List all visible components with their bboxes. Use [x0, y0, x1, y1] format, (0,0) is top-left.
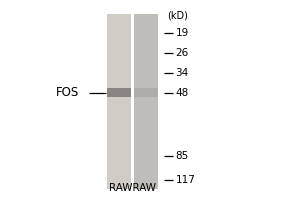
- Text: (kD): (kD): [167, 10, 188, 20]
- Text: 19: 19: [176, 28, 189, 38]
- Text: 34: 34: [176, 68, 189, 78]
- Bar: [134, 14, 158, 189]
- Text: 117: 117: [176, 175, 195, 185]
- Text: 85: 85: [176, 151, 189, 161]
- Bar: [134, 88, 158, 97]
- Text: FOS: FOS: [56, 86, 80, 99]
- Text: RAWRAW: RAWRAW: [109, 183, 155, 193]
- Text: 26: 26: [176, 48, 189, 58]
- Bar: [106, 88, 130, 97]
- Bar: [106, 14, 130, 189]
- Text: 48: 48: [176, 88, 189, 98]
